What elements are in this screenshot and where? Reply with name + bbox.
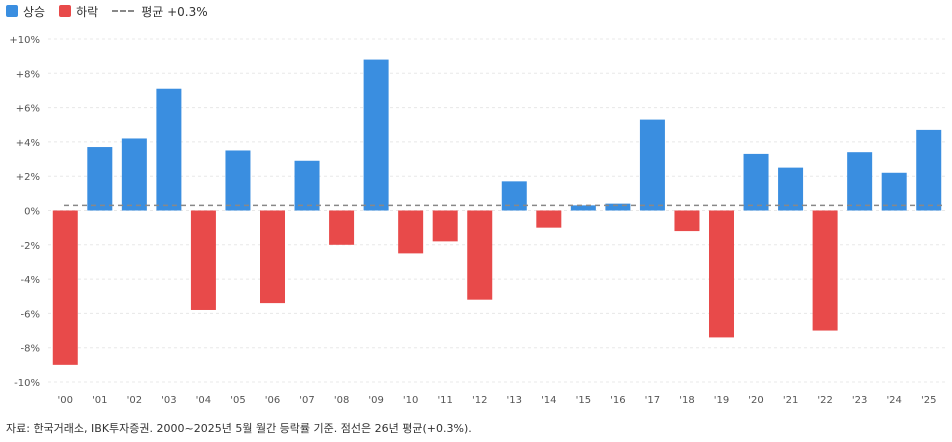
bar xyxy=(570,205,596,211)
legend-item-average: 평균 +0.3% xyxy=(112,3,208,20)
x-tick-label: '10 xyxy=(403,395,418,406)
x-tick-label: '21 xyxy=(783,395,798,406)
x-tick-label: '00 xyxy=(58,395,73,406)
legend-item-up: 상승 xyxy=(6,3,45,20)
bar xyxy=(87,147,113,211)
y-tick-label: +4% xyxy=(16,138,40,149)
y-tick-label: +8% xyxy=(16,69,40,80)
legend-label-down: 하락 xyxy=(76,4,99,19)
x-tick-label: '15 xyxy=(576,395,591,406)
y-tick-label: 0% xyxy=(24,207,40,218)
bar xyxy=(52,210,78,365)
y-tick-label: -2% xyxy=(21,241,40,252)
bar-chart: -10%-8%-6%-4%-2%0%+2%+4%+6%+8%+10% '00'0… xyxy=(9,35,946,406)
x-tick-label: '11 xyxy=(437,395,452,406)
x-tick-label: '17 xyxy=(645,395,660,406)
x-tick-label: '09 xyxy=(368,395,383,406)
legend-label-average: 평균 +0.3% xyxy=(141,4,208,19)
x-tick-label: '18 xyxy=(679,395,694,406)
bar xyxy=(329,210,355,245)
x-tick-label: '06 xyxy=(265,395,280,406)
x-tick-label: '23 xyxy=(852,395,867,406)
x-tick-label: '22 xyxy=(817,395,832,406)
x-tick-label: '03 xyxy=(161,395,176,406)
bar xyxy=(190,210,216,310)
bar xyxy=(847,152,873,211)
y-tick-label: -10% xyxy=(14,378,40,389)
bar xyxy=(225,150,251,211)
y-tick-label: +2% xyxy=(16,172,40,183)
y-tick-label: +6% xyxy=(16,104,40,115)
x-tick-label: '04 xyxy=(196,395,211,406)
x-tick-label: '02 xyxy=(127,395,142,406)
bar xyxy=(743,153,769,211)
x-tick-label: '16 xyxy=(610,395,625,406)
x-tick-label: '12 xyxy=(472,395,487,406)
x-tick-label: '24 xyxy=(886,395,901,406)
x-axis-ticks: '00 '01 '02 '03 '04 '05 '06 '07 '08 '09 '10 '11 '12 '… xyxy=(58,395,937,406)
bar xyxy=(398,210,424,254)
bar xyxy=(467,210,493,300)
y-tick-label: -4% xyxy=(21,275,40,286)
bar xyxy=(260,210,285,304)
x-tick-label: '25 xyxy=(921,395,936,406)
bar xyxy=(156,88,182,211)
y-tick-label: -8% xyxy=(21,344,40,355)
bar xyxy=(778,167,804,211)
bar xyxy=(121,138,147,211)
x-tick-label: '01 xyxy=(92,395,107,406)
legend-swatch-average xyxy=(112,10,135,12)
y-tick-label: -6% xyxy=(21,309,40,320)
legend-item-down: 하락 xyxy=(59,3,98,20)
x-tick-label: '07 xyxy=(299,395,314,406)
bar xyxy=(294,160,320,211)
bar xyxy=(674,210,700,232)
bar xyxy=(812,210,838,331)
bar xyxy=(639,119,665,211)
bar xyxy=(363,59,389,211)
grid-layer xyxy=(48,38,946,383)
bar xyxy=(432,210,458,242)
y-tick-label: +10% xyxy=(9,35,40,46)
bar xyxy=(916,129,942,211)
x-tick-label: '19 xyxy=(714,395,729,406)
bar xyxy=(501,181,527,211)
bar xyxy=(605,203,631,211)
y-axis-ticks: -10% -8% -6% -4% -2% 0% +2% +4% +6% +8% +10% xyxy=(9,35,40,389)
legend-label-up: 상승 xyxy=(23,4,46,19)
legend-swatch-down xyxy=(59,5,72,17)
chart-legend: 상승 하락 평균 +0.3% xyxy=(6,2,222,20)
bar xyxy=(536,210,562,228)
x-tick-label: '13 xyxy=(507,395,522,406)
source-footnote: 자료: 한국거래소, IBK투자증권. 2000~2025년 5월 월간 등락률… xyxy=(6,422,472,435)
x-tick-label: '20 xyxy=(748,395,763,406)
bar xyxy=(881,172,907,211)
bar-layer xyxy=(52,59,942,365)
x-tick-label: '14 xyxy=(541,395,556,406)
x-tick-label: '05 xyxy=(230,395,245,406)
bar xyxy=(709,210,734,338)
legend-swatch-up xyxy=(6,5,18,17)
x-tick-label: '08 xyxy=(334,395,349,406)
